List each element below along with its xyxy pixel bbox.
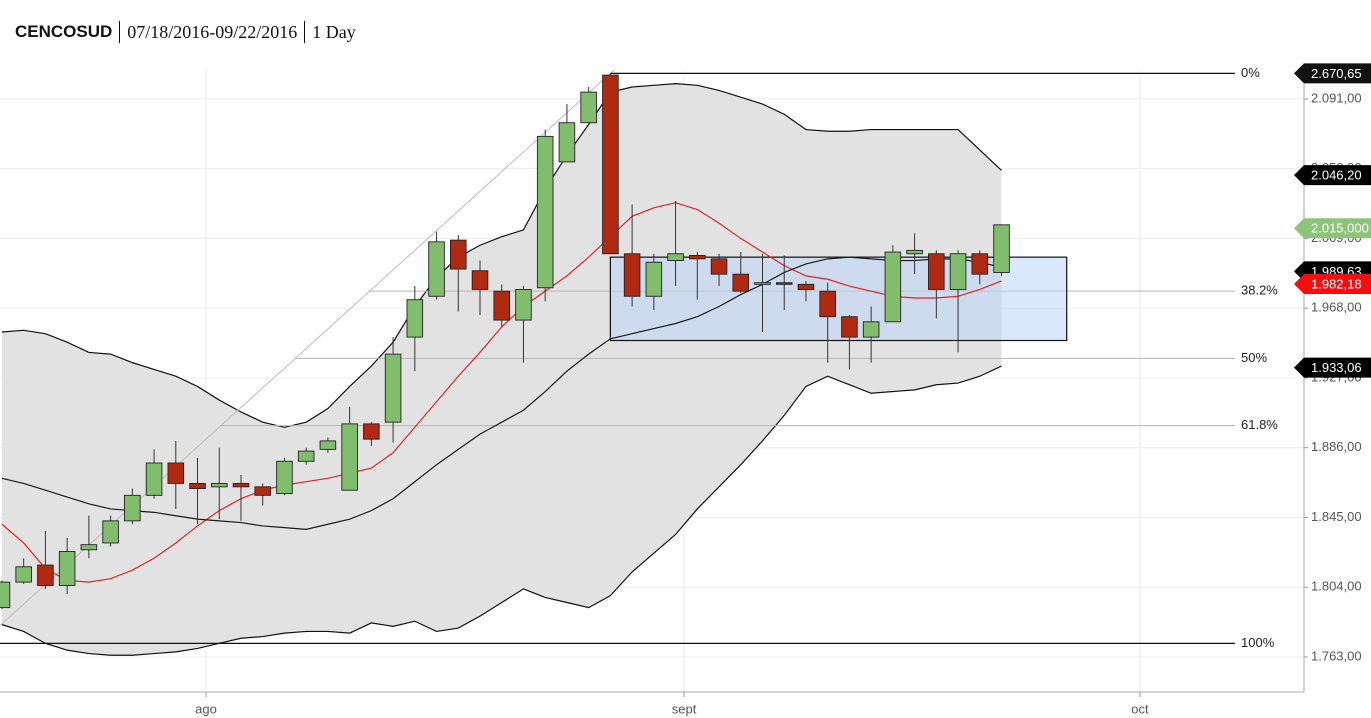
price-tag-shape [1294,357,1371,378]
price-tag-label: 1.982,18 [1311,276,1362,291]
plot-area [0,70,1304,692]
candle-body [602,74,619,255]
candle-body [645,261,663,297]
price-tag: 2.015,000 [1294,218,1371,239]
candle-body [145,462,163,496]
candle-body [232,482,250,488]
y-tick-label: 1.845,00 [1311,509,1362,524]
candle-body [819,290,836,318]
y-tick-label: 1.886,00 [1311,439,1362,454]
fib-label: 38.2% [1241,283,1278,298]
candle-body [363,423,380,440]
fib-label: 100% [1241,635,1275,650]
candle-body [884,251,902,323]
candle-body [623,253,641,297]
candle-body [580,91,597,124]
fib-label: 0% [1241,65,1260,80]
candle-body [189,482,206,489]
indicator-line [1,256,1002,530]
candle-body [862,321,880,338]
candle-body [558,122,576,163]
candle-body [102,520,119,544]
price-tag-shape [1294,165,1371,186]
price-tag-shape [1294,218,1371,239]
candle-body [80,544,98,551]
candle-body [124,494,141,522]
fib-label: 50% [1241,350,1267,365]
candle-body [841,316,858,338]
candle-body [37,564,54,586]
band-line [1,83,1002,428]
price-tag: 2.670,65 [1294,63,1371,84]
price-tag-label: 1.933,06 [1311,360,1362,375]
y-tick-label: 1.804,00 [1311,579,1362,594]
candle-body [667,253,684,261]
price-tag: 1.933,06 [1294,357,1371,378]
candle-body [710,258,728,275]
candle-body [689,254,706,260]
x-tick-label: oct [1131,701,1149,716]
candle-body [341,423,358,491]
x-tick-label: sept [672,701,697,716]
candle-body [428,241,445,297]
y-tick-label: 1.763,00 [1311,648,1362,663]
candle-body [471,270,489,290]
separator [119,21,121,43]
candle-body [0,581,11,609]
x-tick-label: ago [195,701,217,716]
candle-body [167,462,185,484]
y-tick-label: 2.091,00 [1311,90,1362,105]
interval: 1 Day [312,21,356,42]
candle-body [210,482,228,488]
candle-body [775,282,793,285]
price-tag-label: 2.015,000 [1311,221,1369,236]
symbol: CENCOSUD [15,22,113,41]
candle-body [384,353,402,423]
price-tag-label: 2.670,65 [1311,66,1362,81]
candle-body [319,440,337,450]
candle-body [536,135,554,289]
price-tag: 2.046,20 [1294,165,1371,186]
header: CENCOSUD 07/18/2016-09/22/2016 1 Day [15,18,356,46]
date-range: 07/18/2016-09/22/2016 [127,21,298,42]
candle-body [732,273,750,292]
candle-body [515,289,532,321]
candle-body [254,486,271,496]
price-tag: 1.982,18 [1294,274,1371,295]
separator [304,21,306,43]
candle-body [450,239,467,270]
candle-body [406,299,424,338]
band-area [1,83,1002,656]
candle-body [493,290,511,321]
candle-body [58,551,76,586]
candle-body [928,253,945,290]
axes: 1.763,001.804,001.845,001.886,001.927,00… [0,63,1371,716]
fib-label: 61.8% [1241,417,1278,432]
candle-body [949,253,967,290]
candle-body [15,566,32,583]
candle-body [276,460,293,495]
price-tag-label: 2.046,20 [1311,168,1362,183]
band-line [1,365,1002,656]
candle-body [797,283,815,290]
candle-body [993,224,1010,273]
price-tag-shape [1294,63,1371,84]
price-tag-shape [1294,274,1371,295]
candle-body [971,253,989,275]
y-tick-label: 1.968,00 [1311,300,1362,315]
candle-body [297,450,315,462]
candle-body [906,249,923,255]
candle-body [754,282,771,285]
range-box [609,256,1068,342]
